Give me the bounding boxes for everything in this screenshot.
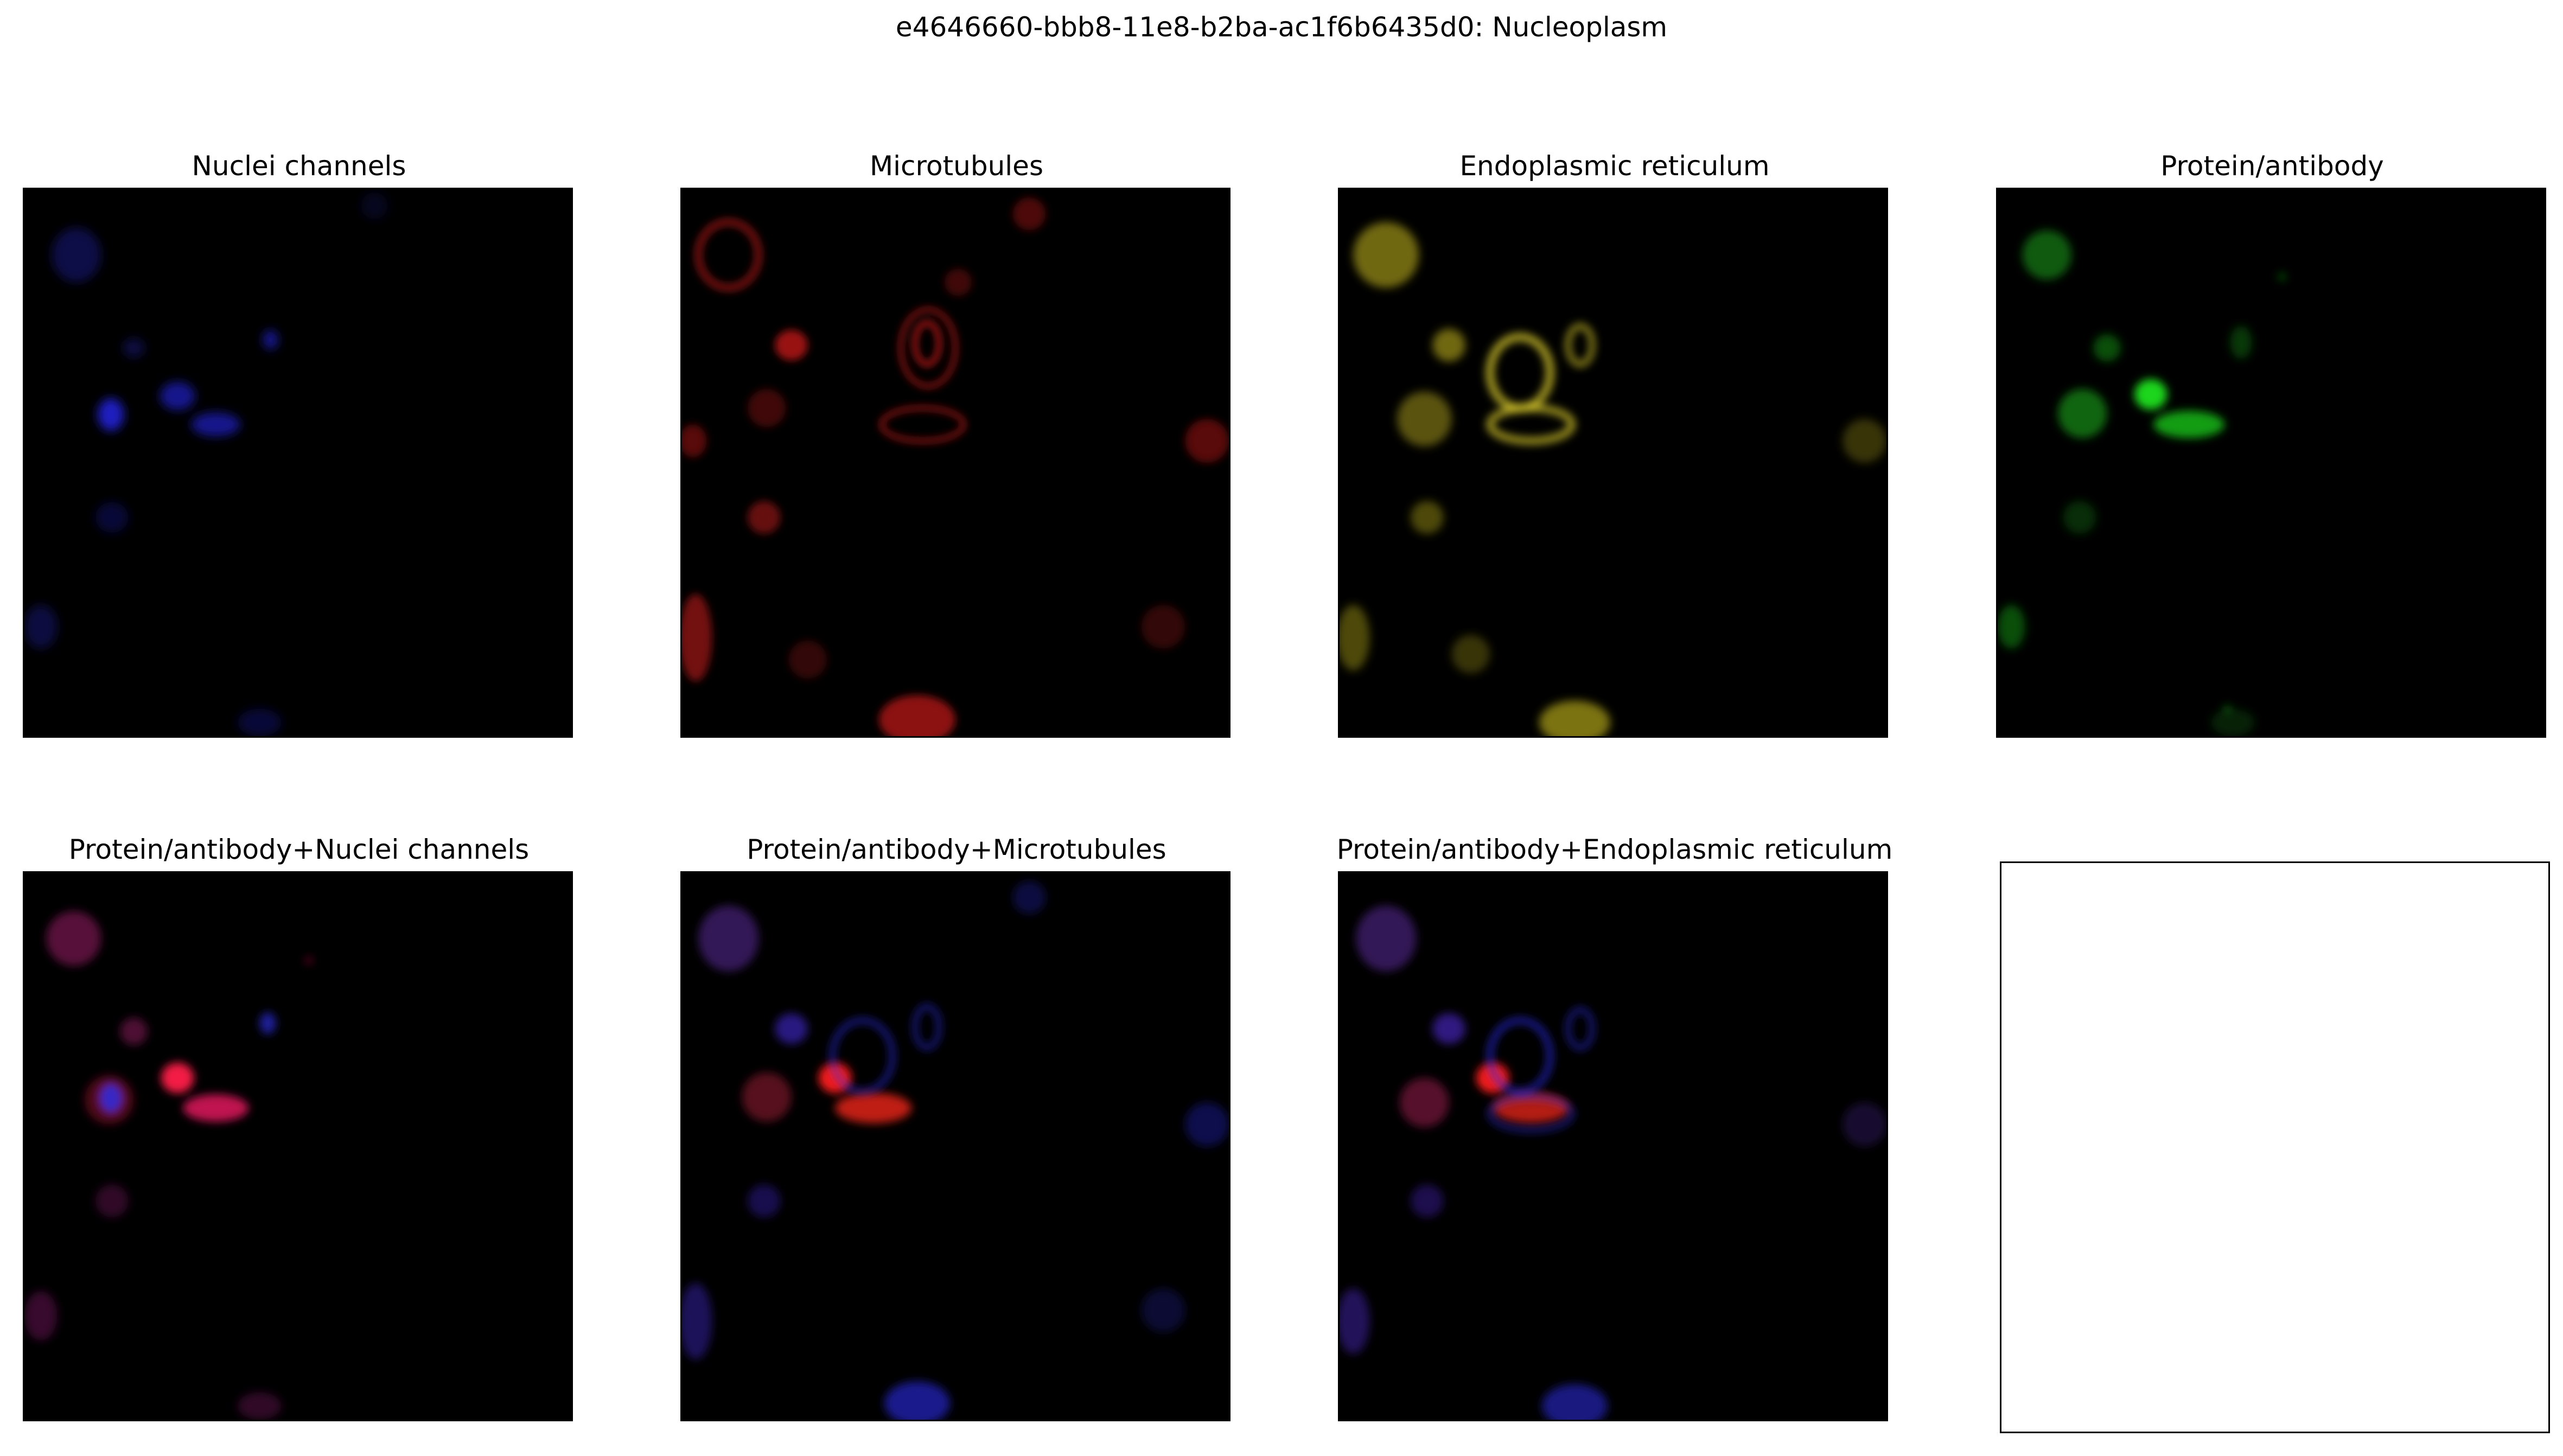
protein-microtubules-overlay [682, 881, 1229, 1420]
er-micrograph [1340, 222, 1886, 736]
panel-title-er: Endoplasmic reticulum [1459, 150, 1770, 182]
panel-title-protein: Protein/antibody [2160, 150, 2384, 182]
panel-title-protein-nuclei: Protein/antibody+Nuclei channels [68, 834, 530, 865]
image-panel-nuclei [23, 188, 573, 738]
figure-title: e4646660-bbb8-11e8-b2ba-ac1f6b6435d0: Nu… [895, 11, 1668, 43]
image-panel-protein-nuclei [23, 871, 573, 1421]
panel-title-nuclei: Nuclei channels [192, 150, 406, 182]
panel-title-microtubules: Microtubules [870, 150, 1043, 182]
image-panel-microtubules [680, 188, 1231, 738]
nuclei-micrograph [24, 192, 388, 736]
panel-title-protein-er: Protein/antibody+Endoplasmic reticulum [1336, 834, 1893, 865]
image-panel-protein-er [1338, 871, 1888, 1421]
image-panel-protein-microtubules [680, 871, 1231, 1421]
microtubules-micrograph [682, 197, 1229, 736]
empty-panel [2000, 861, 2550, 1433]
protein-er-overlay [1340, 905, 1886, 1420]
panel-title-protein-microtubules: Protein/antibody+Microtubules [747, 834, 1166, 865]
protein-micrograph [1998, 230, 2286, 736]
protein-nuclei-overlay [24, 911, 313, 1420]
image-panel-er [1338, 188, 1888, 738]
image-panel-protein [1996, 188, 2546, 738]
